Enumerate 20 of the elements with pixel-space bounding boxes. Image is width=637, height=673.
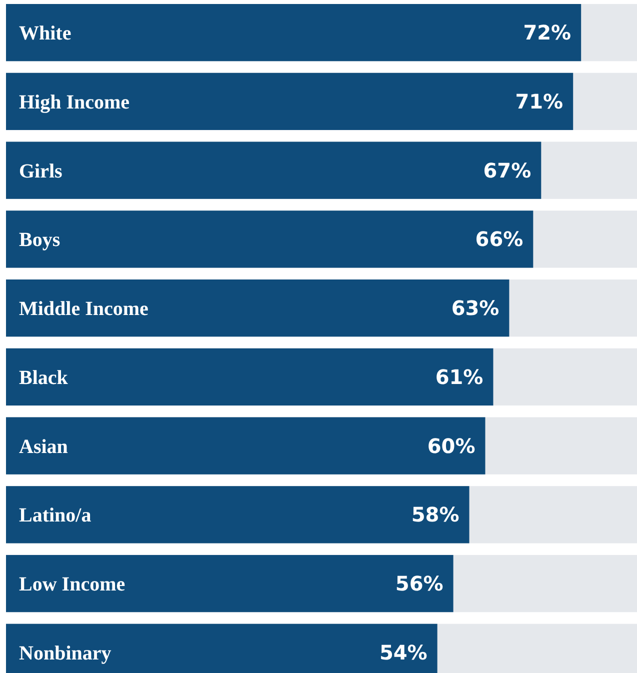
data-label: 61% [435,364,484,389]
data-label: 72% [523,20,572,45]
y-tick-label: Girls [19,160,63,182]
y-tick-label: Black [19,366,69,389]
y-tick-label: Boys [19,229,60,252]
data-label: 58% [411,502,460,527]
y-tick-label: Latino/a [19,504,92,527]
y-tick-label: White [19,22,72,45]
y-tick-label: Middle Income [19,298,149,320]
data-label: 60% [427,434,476,458]
y-tick-label: Asian [19,436,68,458]
data-label: 71% [515,89,564,114]
data-label: 54% [379,640,428,664]
y-tick-label: Nonbinary [19,642,112,664]
y-tick-label: Low Income [19,574,126,596]
data-label: 66% [475,227,524,252]
data-label: 56% [395,572,444,596]
data-label: 63% [451,296,500,320]
data-label: 67% [483,158,532,182]
y-tick-label: High Income [19,91,130,114]
